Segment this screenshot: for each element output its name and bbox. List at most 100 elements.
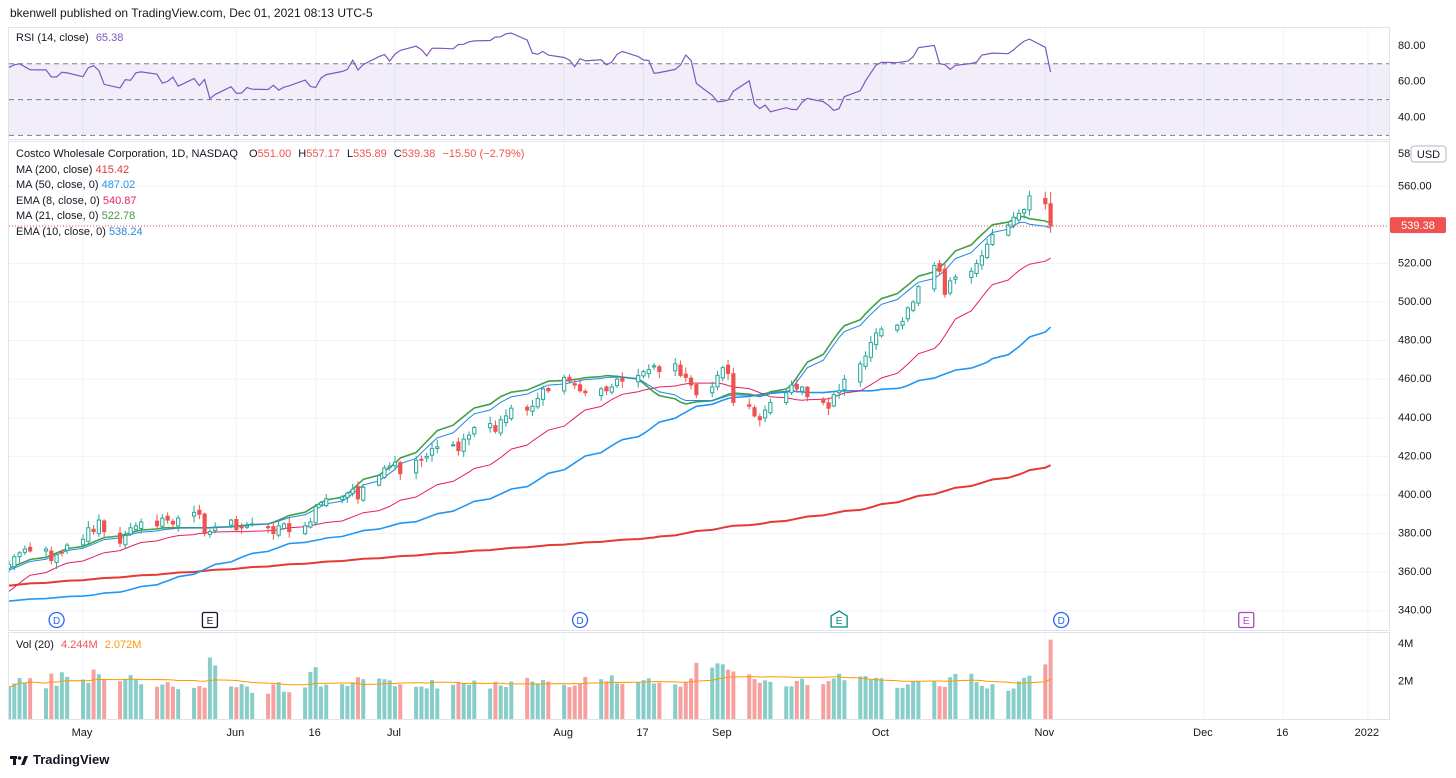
volume-bar: [641, 680, 646, 719]
volume-bar: [398, 684, 403, 719]
volume-bar: [583, 676, 588, 719]
volume-bar: [1006, 690, 1011, 719]
candle-body: [308, 521, 313, 528]
price-tick-label: 500.00: [1398, 296, 1432, 308]
time-tick-label: Jun: [226, 727, 244, 739]
volume-bar: [1043, 664, 1048, 719]
candle-body: [990, 234, 995, 245]
candle-body: [953, 276, 958, 280]
time-tick-label: Aug: [553, 727, 573, 739]
candle-body: [91, 528, 96, 533]
price-tick-label: 380.00: [1398, 528, 1432, 540]
candle-body: [752, 407, 757, 417]
volume-bar: [1011, 688, 1016, 719]
candle-body: [102, 520, 107, 533]
ohlc-row: Costco Wholesale Corporation, 1D, NASDAQ…: [16, 147, 524, 163]
ma50-legend[interactable]: MA (50, close, 0) 487.02: [16, 178, 524, 194]
candle-body: [65, 544, 70, 551]
ma-line-3: [9, 257, 1051, 592]
volume-bar: [118, 681, 123, 719]
time-tick-label: Nov: [1035, 727, 1055, 739]
volume-pane[interactable]: Vol (20) 4.244M 2.072M: [8, 632, 1390, 720]
candle-body: [710, 386, 715, 394]
candle-body: [340, 496, 345, 500]
candle-body: [800, 386, 805, 392]
candle-body: [59, 551, 64, 554]
candle-body: [392, 461, 398, 467]
volume-bar: [239, 684, 244, 719]
earnings-marker-icon: E: [830, 610, 848, 628]
volume-bar: [419, 686, 424, 719]
volume-bar: [937, 686, 942, 719]
candle-body: [96, 519, 101, 535]
volume-bar: [953, 673, 958, 719]
candle-body: [725, 364, 731, 374]
ema8-legend[interactable]: EMA (8, close, 0) 540.87: [16, 194, 524, 210]
price-pane[interactable]: D E D E D E Costco Wholesale Corporation, 1D,…: [8, 141, 1390, 631]
volume-bar: [350, 683, 355, 719]
candle-body: [895, 324, 900, 331]
tradingview-brand[interactable]: TradingView: [10, 752, 109, 767]
change-value: −15.50 (−2.79%): [442, 148, 525, 160]
candle-body: [694, 384, 699, 396]
price-tick-label: 520.00: [1398, 258, 1432, 270]
last-price-badge: [1390, 217, 1446, 234]
rsi-tick-label: 60.00: [1398, 76, 1426, 88]
volume-bar: [498, 685, 503, 719]
ma21-legend[interactable]: MA (21, close, 0) 522.78: [16, 209, 524, 225]
volume-bar: [234, 687, 239, 719]
ma-line-5: [9, 221, 1051, 571]
volume-legend: Vol (20) 4.244M 2.072M: [16, 638, 141, 654]
volume-bar: [176, 689, 181, 719]
volume-bar: [942, 686, 947, 719]
volume-bar: [324, 684, 329, 719]
candle-body: [80, 538, 86, 546]
volume-bar: [863, 676, 868, 719]
volume-bar: [155, 686, 160, 719]
volume-axis[interactable]: 4M 2M: [1390, 632, 1450, 720]
rsi-pane[interactable]: RSI (14, close) 65.38: [8, 27, 1390, 140]
candle-body: [863, 355, 868, 367]
rsi-line: [9, 32, 1052, 113]
volume-value: 4.244M: [60, 639, 98, 651]
candle-body: [324, 498, 329, 507]
candle-body: [271, 526, 276, 535]
candle-body: [651, 365, 657, 368]
volume-bar: [213, 665, 218, 719]
volume-bar: [287, 692, 292, 719]
candle-body: [281, 523, 287, 530]
volume-bar: [355, 677, 360, 719]
candle-body: [86, 527, 91, 542]
ma200-legend[interactable]: MA (200, close) 415.42: [16, 163, 524, 179]
brand-name: TradingView: [33, 752, 110, 767]
volume-bar: [387, 680, 392, 719]
ma21-value: 522.78: [101, 210, 136, 222]
ema10-legend[interactable]: EMA (10, close, 0) 538.24: [16, 225, 524, 241]
rsi-value: 65.38: [95, 32, 124, 44]
candle-body: [176, 517, 181, 527]
candle-body: [361, 486, 366, 501]
price-axis[interactable]: 560.00540.00520.00500.00480.00460.00440.…: [1390, 141, 1450, 631]
ma200-value: 415.42: [95, 163, 130, 176]
volume-bar: [858, 676, 863, 719]
time-axis[interactable]: May Jun 16 Jul Aug 17 Sep Oct Nov Dec 16 2022: [8, 720, 1390, 746]
volume-bar: [837, 673, 842, 719]
time-tick-label: Sep: [712, 727, 732, 739]
candle-body: [345, 492, 350, 498]
volume-bar: [340, 684, 345, 719]
candle-body: [678, 364, 683, 376]
ma21-label: MA (21, close, 0): [16, 210, 99, 222]
tradingview-logo-icon: [10, 755, 28, 765]
candle-body: [414, 459, 419, 474]
volume-bar: [673, 684, 678, 719]
volume-bar: [604, 681, 609, 719]
low-key: L: [346, 148, 354, 160]
ema10-label: EMA (10, close, 0): [16, 225, 106, 238]
candle-body: [1027, 195, 1032, 211]
symbol-title: Costco Wholesale Corporation, 1D, NASDAQ: [16, 148, 238, 160]
candle-body: [387, 465, 392, 468]
rsi-price-axis[interactable]: 80.00 60.00 40.00: [1390, 27, 1450, 140]
candle-body: [688, 377, 694, 386]
rsi-chart: [9, 28, 1389, 139]
volume-ma-value: 2.072M: [104, 639, 142, 651]
